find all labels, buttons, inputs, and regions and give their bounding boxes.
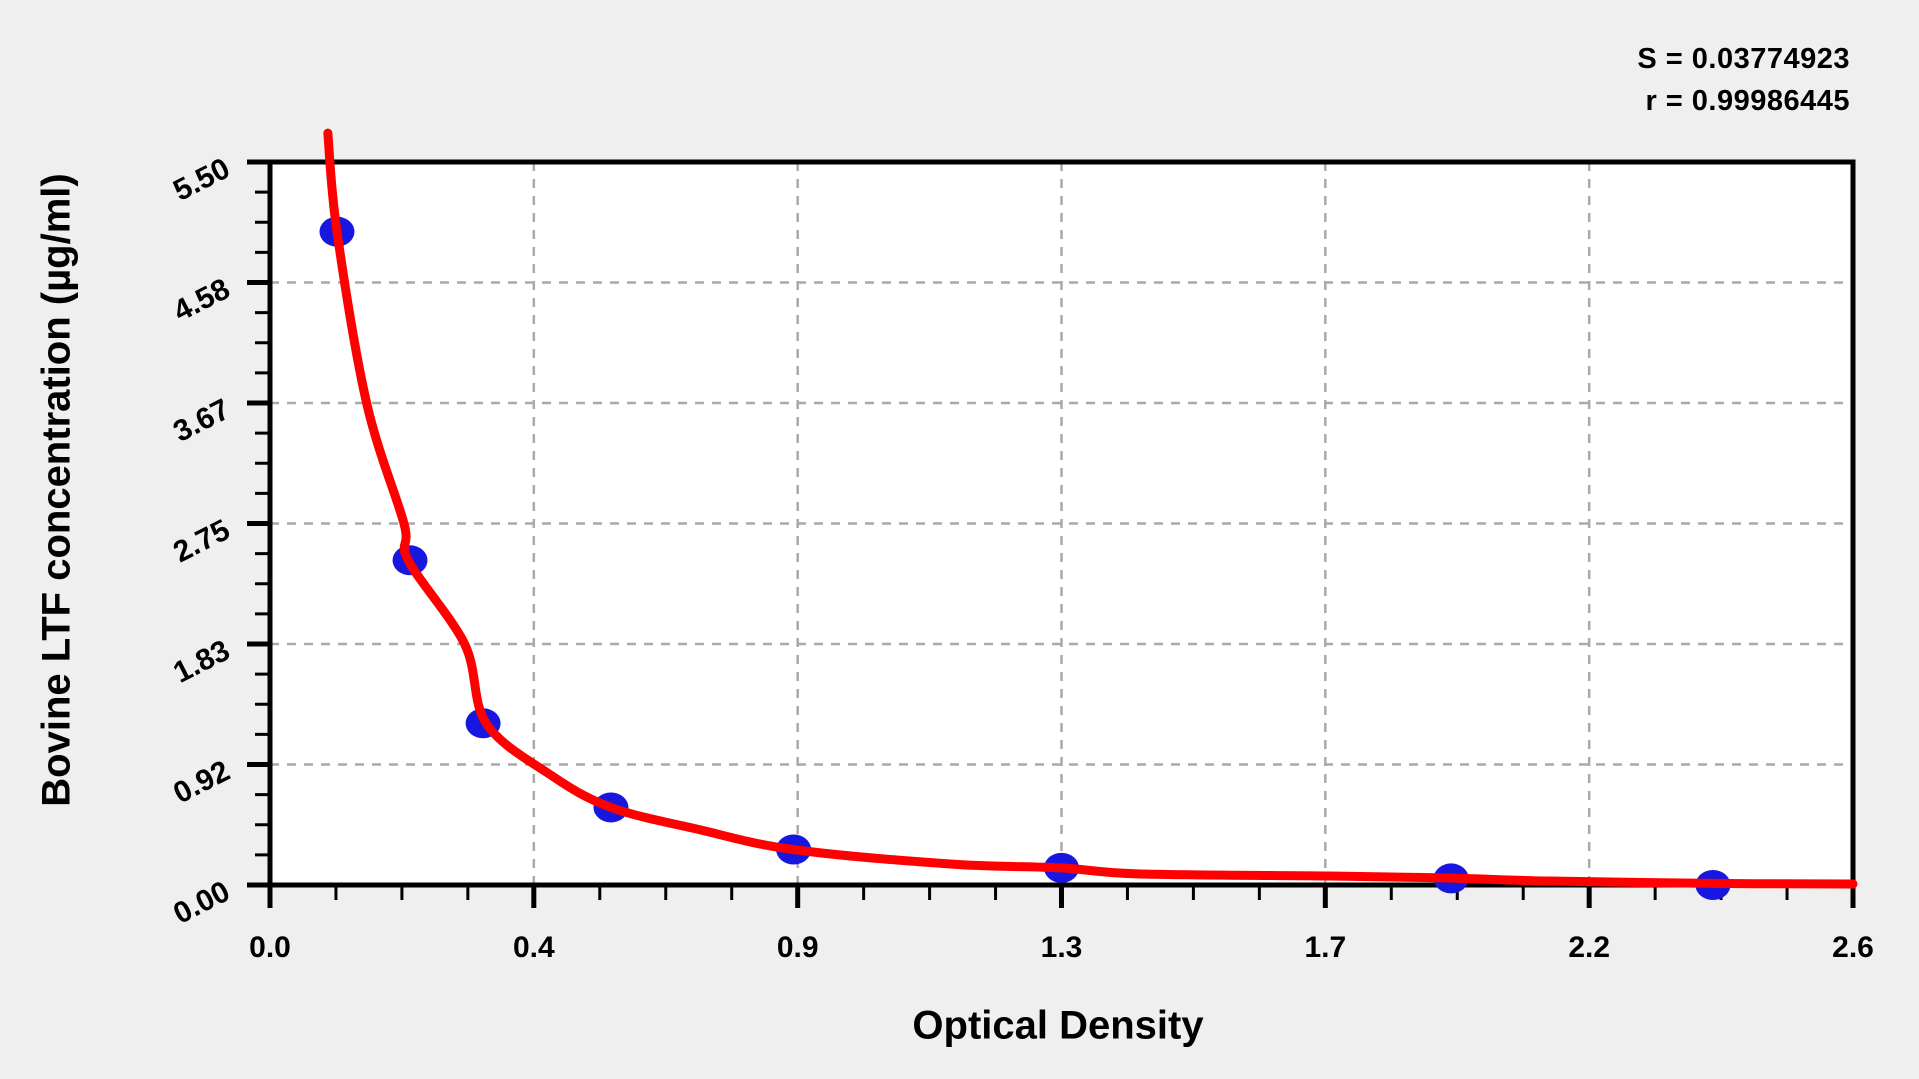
y-tick-label: 5.50: [168, 152, 235, 208]
s-value-text: S = 0.03774923: [1637, 43, 1850, 75]
fit-curve-line: [323, 128, 1858, 889]
y-axis-title: Bovine LTF concentration (µg/ml): [34, 173, 79, 807]
x-tick-label: 0.9: [777, 931, 819, 964]
y-tick-label: 2.75: [168, 513, 235, 569]
y-tick-label: 3.67: [168, 393, 235, 449]
x-axis-title: Optical Density: [912, 1003, 1204, 1048]
x-tick-label: 1.7: [1304, 931, 1346, 964]
y-tick-label: 0.92: [168, 754, 235, 810]
y-tick-label: 4.58: [168, 272, 235, 328]
x-tick-label: 0.4: [513, 931, 555, 964]
x-tick-label: 2.2: [1568, 931, 1610, 964]
y-tick-label: 0.00: [168, 875, 235, 931]
r-value-text: r = 0.99986445: [1645, 85, 1850, 117]
x-tick-label: 0.0: [249, 931, 291, 964]
x-tick-label: 2.6: [1832, 931, 1874, 964]
fit-statistics: S = 0.03774923 r = 0.99986445: [1637, 38, 1850, 122]
y-tick-label: 1.83: [168, 634, 235, 690]
x-tick-label: 1.3: [1041, 931, 1083, 964]
plot-frame: [267, 159, 1856, 888]
